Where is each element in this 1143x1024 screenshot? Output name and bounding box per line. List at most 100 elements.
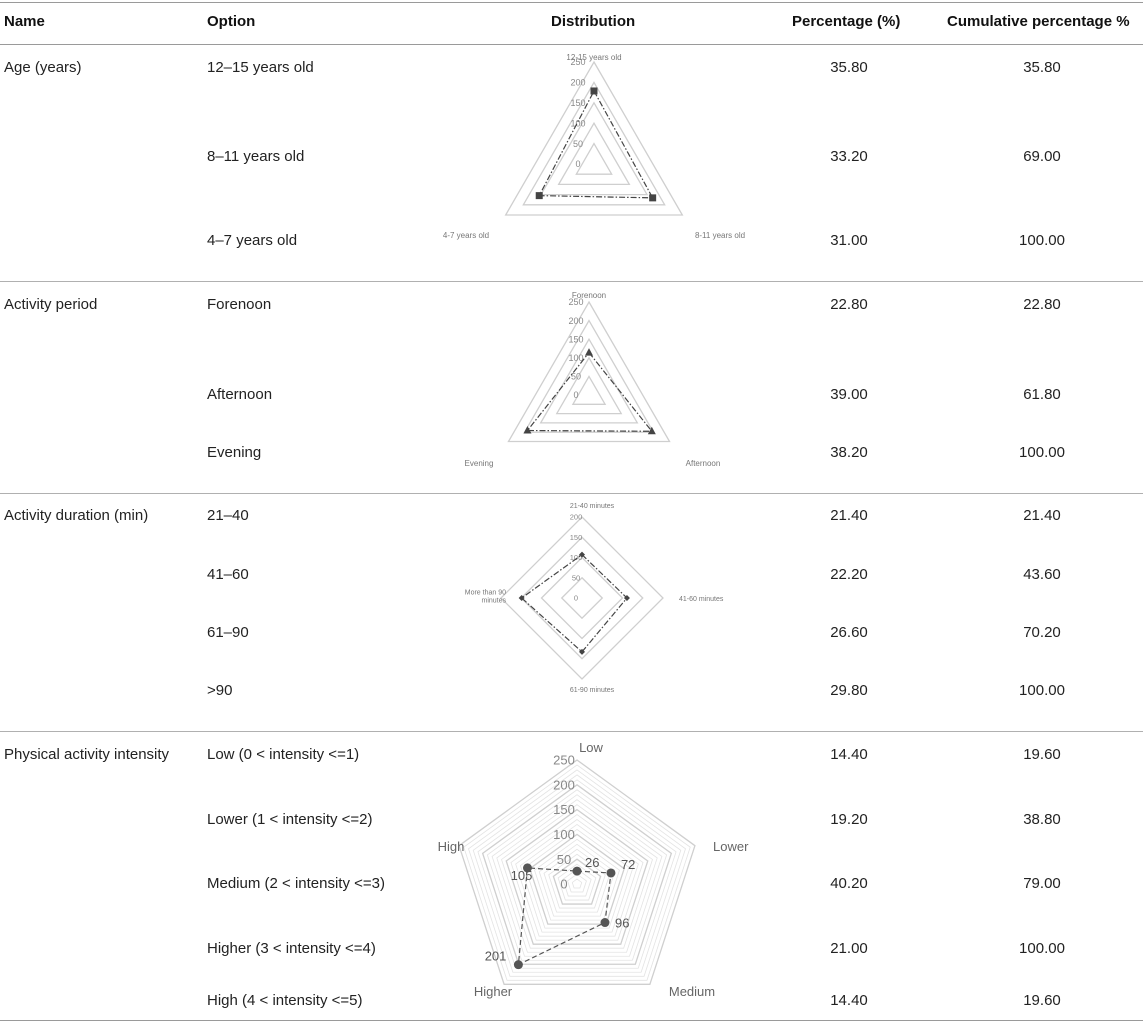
data-label: 105: [511, 868, 533, 883]
series-line: [520, 553, 628, 653]
group-name-activity-intensity: Physical activity intensity: [4, 746, 170, 763]
cumulative-cell: 100.00: [1019, 940, 1065, 957]
grid-ring: [468, 769, 686, 977]
grid-ring: [505, 808, 649, 945]
grid-ring: [515, 819, 639, 937]
cumulative-cell: 100.00: [1019, 444, 1065, 461]
percentage-cell: 31.00: [830, 232, 868, 249]
axis-label: Evening: [465, 459, 494, 468]
tick-label: 0: [575, 159, 580, 169]
header-rule: [0, 44, 1143, 45]
grid-ring: [510, 814, 644, 941]
header-option: Option: [207, 13, 256, 30]
data-point: [606, 868, 616, 878]
series-line: [517, 867, 612, 966]
percentage-cell: 21.40: [830, 507, 868, 524]
cumulative-cell: 69.00: [1023, 148, 1061, 165]
data-point: [513, 960, 523, 970]
grid-ring: [520, 536, 644, 660]
header-distribution: Distribution: [551, 13, 636, 30]
option-cell: Afternoon: [207, 386, 273, 403]
grid-ring: [463, 764, 691, 981]
grid-ring: [477, 779, 677, 969]
percentage-cell: 35.80: [830, 59, 868, 76]
tick-label: 200: [553, 777, 575, 792]
grid-ring: [486, 789, 668, 961]
grid-ring: [524, 828, 630, 929]
percentage-cell: 29.80: [830, 682, 868, 699]
grid-ring: [472, 774, 682, 973]
data-point: [600, 918, 610, 928]
grid-ring: [519, 823, 635, 933]
radar-chart-3: 250 200 150 100 50 0 Low Lower Medium Higher High 2…: [438, 740, 749, 999]
grid-ring: [571, 878, 583, 889]
percentage-cell: 26.60: [830, 624, 868, 641]
option-cell: Forenoon: [207, 296, 272, 313]
tick-label: 200: [570, 513, 583, 522]
tick-label: 50: [573, 139, 583, 149]
grid-ring: [552, 858, 602, 905]
group-name-age: Age (years): [4, 59, 82, 76]
tick-label: 0: [560, 877, 567, 892]
percentage-cell: 14.40: [830, 992, 868, 1009]
cumulative-cell: 43.60: [1023, 566, 1061, 583]
percentage-cell: 39.00: [830, 386, 868, 403]
data-point: [522, 863, 532, 873]
data-point: [579, 551, 585, 558]
grid-ring: [562, 868, 592, 897]
cumulative-cell: 19.60: [1023, 746, 1061, 763]
option-cell: Higher (3 < intensity <=4): [207, 940, 376, 957]
group-rule: [0, 731, 1143, 732]
axis-label: More than 90 minutes: [465, 590, 507, 605]
data-point: [518, 595, 525, 601]
grid-ring: [571, 375, 607, 405]
tick-label: 100: [570, 553, 583, 562]
tick-label: 50: [557, 852, 571, 867]
percentage-cell: 40.20: [830, 875, 868, 892]
percentage-cell: 21.00: [830, 940, 868, 957]
tick-label: 200: [570, 78, 585, 88]
data-point: [623, 595, 630, 601]
axis-label: Low: [579, 740, 603, 755]
tick-label: 250: [553, 753, 575, 768]
grid-ring: [539, 101, 649, 196]
cumulative-cell: 38.80: [1023, 811, 1061, 828]
grid-ring: [500, 516, 664, 680]
option-cell: Low (0 < intensity <=1): [207, 746, 360, 763]
tick-label: 100: [553, 827, 575, 842]
cumulative-cell: 19.60: [1023, 992, 1061, 1009]
cumulative-cell: 35.80: [1023, 59, 1061, 76]
header-cumulative: Cumulative percentage %: [947, 13, 1130, 30]
percentage-cell: 19.20: [830, 811, 868, 828]
grid-ring: [491, 794, 663, 957]
tick-label: 200: [568, 316, 583, 326]
axis-label: Lower: [713, 839, 749, 854]
grid-ring: [522, 81, 666, 206]
group-rule: [0, 493, 1143, 494]
tick-label: 150: [570, 98, 585, 108]
percentage-cell: 38.20: [830, 444, 868, 461]
table-bottom-rule: [0, 1020, 1143, 1021]
tick-label: 250: [570, 57, 585, 67]
option-cell: 12–15 years old: [207, 59, 314, 76]
tick-label: 50: [571, 372, 581, 382]
grid-ring: [538, 843, 616, 917]
group-rule: [0, 281, 1143, 282]
axis-label: 4-7 years old: [443, 231, 489, 240]
tick-label: 50: [572, 573, 580, 582]
header-name: Name: [4, 13, 45, 30]
grid-ring: [560, 576, 604, 620]
grid-ring: [504, 60, 684, 216]
series-line: [526, 351, 654, 432]
percentage-cell: 22.20: [830, 566, 868, 583]
axis-label: 12-15 years old: [566, 53, 621, 62]
axis-label: Higher: [474, 984, 513, 999]
grid-ring: [529, 833, 625, 925]
axis-label: Medium: [669, 984, 715, 999]
cumulative-cell: 22.80: [1023, 296, 1061, 313]
tick-label: 100: [570, 118, 585, 128]
grid-ring: [548, 853, 606, 909]
radar-chart-1: 250 200 150 100 50 0 Forenoon Afternoon Evening: [465, 291, 721, 468]
tick-label: 150: [553, 802, 575, 817]
data-point: [590, 87, 598, 95]
